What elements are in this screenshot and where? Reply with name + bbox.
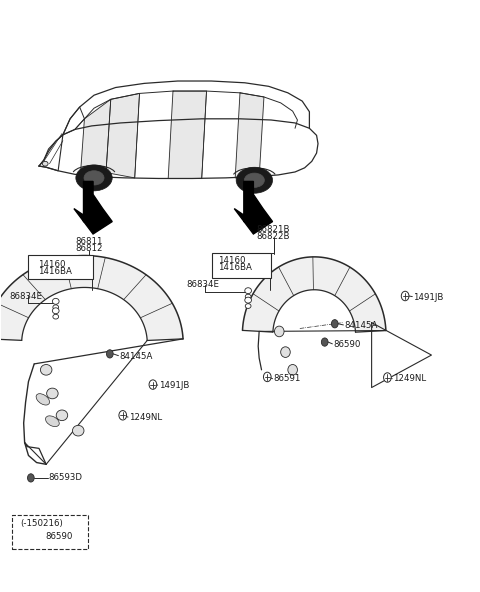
Text: 1416BA: 1416BA: [218, 263, 252, 272]
Ellipse shape: [331, 320, 338, 328]
Ellipse shape: [36, 394, 49, 405]
Ellipse shape: [245, 304, 251, 308]
Text: 14160: 14160: [38, 260, 66, 269]
Ellipse shape: [245, 297, 252, 303]
Ellipse shape: [244, 173, 264, 188]
FancyBboxPatch shape: [212, 253, 271, 278]
Text: 86593D: 86593D: [48, 474, 83, 482]
Ellipse shape: [53, 305, 59, 310]
Text: (-150216): (-150216): [20, 519, 62, 528]
Ellipse shape: [27, 474, 34, 482]
Text: 84145A: 84145A: [344, 321, 378, 330]
Ellipse shape: [149, 380, 157, 390]
Ellipse shape: [384, 373, 391, 382]
Ellipse shape: [72, 425, 84, 436]
Text: 86822B: 86822B: [257, 232, 290, 241]
Text: 14160: 14160: [218, 256, 246, 265]
Text: 1491JB: 1491JB: [158, 381, 189, 390]
Ellipse shape: [245, 294, 251, 299]
Text: 1249NL: 1249NL: [393, 374, 426, 383]
Ellipse shape: [84, 170, 104, 185]
Text: 86591: 86591: [274, 374, 301, 383]
Ellipse shape: [322, 338, 328, 346]
Ellipse shape: [107, 350, 113, 358]
Polygon shape: [0, 256, 183, 340]
Ellipse shape: [236, 168, 273, 193]
FancyBboxPatch shape: [28, 255, 93, 279]
Ellipse shape: [40, 365, 52, 375]
Text: 86834E: 86834E: [186, 279, 219, 289]
Polygon shape: [168, 91, 206, 178]
Ellipse shape: [53, 314, 59, 319]
Text: 84145A: 84145A: [120, 352, 153, 361]
Ellipse shape: [17, 533, 24, 541]
Text: 86821B: 86821B: [257, 225, 290, 234]
Ellipse shape: [401, 291, 409, 301]
Text: 86834E: 86834E: [9, 291, 42, 301]
Polygon shape: [81, 99, 111, 172]
FancyBboxPatch shape: [12, 514, 88, 549]
Ellipse shape: [119, 411, 127, 420]
Polygon shape: [234, 181, 273, 234]
Polygon shape: [74, 181, 112, 234]
Ellipse shape: [76, 165, 112, 191]
Polygon shape: [106, 94, 140, 178]
Ellipse shape: [42, 162, 48, 166]
Text: 86811: 86811: [75, 237, 103, 246]
Polygon shape: [235, 93, 264, 178]
Ellipse shape: [245, 288, 252, 294]
Text: 1416BA: 1416BA: [38, 266, 72, 276]
Ellipse shape: [46, 416, 59, 427]
Ellipse shape: [288, 365, 298, 375]
Ellipse shape: [264, 372, 271, 382]
Text: 1249NL: 1249NL: [129, 413, 162, 422]
Ellipse shape: [275, 326, 284, 337]
Ellipse shape: [56, 410, 68, 421]
Ellipse shape: [47, 388, 58, 399]
Ellipse shape: [52, 308, 59, 314]
Text: 86590: 86590: [333, 340, 360, 349]
Text: 1491JB: 1491JB: [413, 292, 444, 302]
Text: 86812: 86812: [75, 244, 103, 253]
Text: 86590: 86590: [45, 532, 72, 542]
Ellipse shape: [281, 347, 290, 358]
Ellipse shape: [52, 298, 59, 304]
Polygon shape: [242, 257, 386, 332]
